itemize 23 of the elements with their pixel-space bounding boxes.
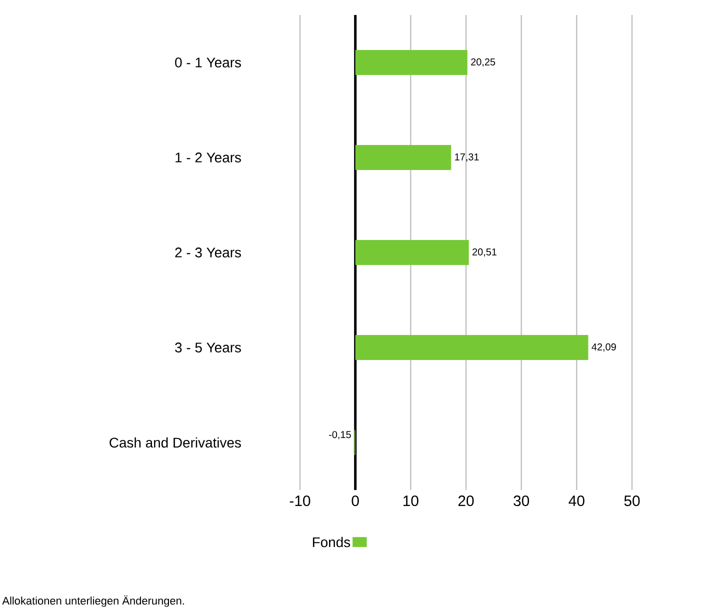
x-tick-label: 0 [352, 496, 359, 506]
data-label: 20,51 [472, 248, 496, 257]
bar [355, 50, 468, 76]
data-label: 42,09 [592, 343, 616, 352]
legend-label: Fonds [312, 536, 350, 548]
data-label: -0,15 [329, 431, 351, 440]
y-tick-label: 2 - 3 Years [175, 248, 241, 258]
text: Allokationen unterliegen Änderungen. [2, 595, 184, 607]
bar [355, 240, 469, 266]
x-tick-label: -10 [290, 496, 310, 506]
x-tick-label: 50 [624, 496, 640, 506]
x-tick-label: 10 [404, 496, 418, 506]
x-tick-label: 40 [568, 496, 584, 506]
bar [355, 145, 452, 170]
y-tick-label: 1 - 2 Years [176, 152, 241, 162]
y-tick-label: 3 - 5 Years [175, 342, 241, 352]
x-tick-label: 30 [514, 496, 530, 506]
data-label: 17,31 [455, 153, 479, 162]
x-tick-label: 20 [458, 496, 474, 506]
data-label: 20,25 [471, 58, 496, 67]
y-tick-label: Cash and Derivatives [110, 437, 241, 448]
y-tick-label: 0 - 1 Years [175, 58, 241, 68]
bar [355, 335, 588, 360]
